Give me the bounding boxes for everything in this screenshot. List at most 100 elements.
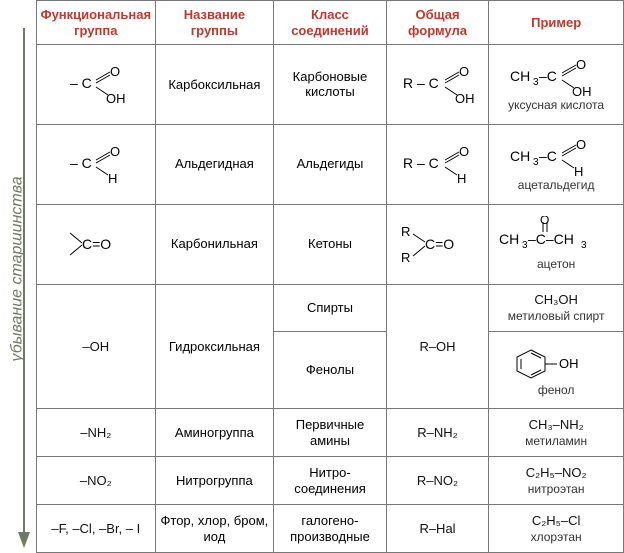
svg-text:H: H [457, 171, 466, 185]
svg-text:O: O [459, 144, 469, 159]
halogen-text: –F, –Cl, –Br, – I [51, 521, 140, 536]
example-label: нитроэтан [492, 482, 620, 496]
table-header-row: Функциональная группа Название группы Кл… [37, 1, 624, 45]
svg-text:O: O [576, 57, 586, 72]
chloroethane-formula: C₂H₅–Cl [532, 513, 581, 528]
nitro-text: –NO₂ [80, 473, 112, 488]
cell-func-group: C=O [37, 204, 156, 284]
table-row: –NH₂ Аминогруппа Первичные амины R–NH₂ C… [37, 409, 624, 457]
carboxyl-formula-icon: R – C O OH [401, 63, 475, 105]
header-functional-group: Функциональная группа [37, 1, 156, 45]
svg-text:C=O: C=O [82, 236, 111, 252]
cell-compound-class: Альдегиды [274, 124, 387, 204]
example-label: метиловый спирт [492, 309, 620, 323]
halogen-formula: R–Hal [419, 521, 455, 536]
cell-example: C₂H₅–NO₂ нитроэтан [489, 457, 624, 505]
svg-text:O: O [110, 144, 120, 159]
svg-text:O: O [540, 216, 549, 227]
svg-text:– C: – C [70, 155, 92, 171]
table-row: C=O Карбонильная Кетоны R R C=O CH 3 –C–C… [37, 204, 624, 284]
example-label: хлорэтан [492, 530, 620, 544]
cell-compound-class-a: Спирты [274, 284, 387, 332]
cell-compound-class-b: Фенолы [274, 332, 387, 409]
cell-group-name: Карбонильная [155, 204, 274, 284]
svg-text:O: O [110, 64, 120, 79]
svg-text:H: H [574, 164, 583, 177]
amino-formula: R–NH₂ [417, 425, 457, 440]
hydroxyl-text: –OH [82, 339, 109, 354]
svg-text:OH: OH [106, 91, 126, 105]
seniority-axis: убывание старшинства [0, 0, 36, 553]
header-compound-class: Класс соединений [274, 1, 387, 45]
table-row: –F, –Cl, –Br, – I Фтор, хлор, бром, иод … [37, 505, 624, 553]
svg-text:R: R [401, 224, 410, 239]
header-general-formula: Общая формула [386, 1, 489, 45]
side-label-text: убывание старшинства [9, 176, 27, 361]
svg-text:–C–CH: –C–CH [528, 231, 574, 247]
cell-compound-class: галогено-производные [274, 505, 387, 553]
cell-general-formula: R–NO₂ [386, 457, 489, 505]
cell-example: CH3 –C O OH уксусная кислота [489, 45, 624, 125]
svg-text:R – C: R – C [403, 75, 439, 91]
svg-text:– C: – C [70, 75, 92, 91]
example-label: уксусная кислота [492, 98, 620, 112]
phenol-icon: OH [511, 344, 601, 382]
methanol-formula: CH₃OH [534, 292, 578, 307]
cell-general-formula: R – C O H [386, 124, 489, 204]
cell-group-name: Гидроксильная [155, 284, 274, 409]
svg-text:H: H [108, 171, 117, 185]
svg-text:R – C: R – C [403, 155, 439, 171]
methylamine-formula: CH₃–NH₂ [529, 417, 584, 432]
cell-func-group: – C O H [37, 124, 156, 204]
cell-func-group: –F, –Cl, –Br, – I [37, 505, 156, 553]
cell-group-name: Карбоксильная [155, 45, 274, 125]
functional-groups-table-wrap: Функциональная группа Название группы Кл… [36, 0, 624, 553]
example-label: ацетон [492, 257, 620, 271]
cell-group-name: Нитрогруппа [155, 457, 274, 505]
table-row: –OH Гидроксильная Спирты R–OH CH₃OH мети… [37, 284, 624, 332]
header-example: Пример [489, 1, 624, 45]
cell-func-group: – C O OH [37, 45, 156, 125]
svg-text:OH: OH [572, 84, 592, 97]
svg-text:OH: OH [559, 356, 579, 371]
example-label: ацетальдегид [492, 178, 620, 192]
svg-text:C=O: C=O [425, 236, 454, 252]
cell-general-formula: R–OH [386, 284, 489, 409]
cell-compound-class: Кетоны [274, 204, 387, 284]
svg-text:O: O [459, 64, 469, 79]
cell-func-group: –NH₂ [37, 409, 156, 457]
svg-text:O: O [576, 137, 586, 152]
carbonyl-group-icon: C=O [64, 223, 128, 265]
nitroethane-formula: C₂H₅–NO₂ [526, 465, 587, 480]
cell-compound-class: Нитро-соединения [274, 457, 387, 505]
svg-text:3: 3 [581, 240, 587, 251]
svg-text:R: R [401, 250, 410, 265]
cell-example-a: CH₃OH метиловый спирт [489, 284, 624, 332]
functional-groups-table: Функциональная группа Название группы Кл… [36, 0, 624, 553]
cell-example: C₂H₅–Cl хлорэтан [489, 505, 624, 553]
aldehyde-formula-icon: R – C O H [401, 143, 475, 185]
svg-text:OH: OH [455, 91, 475, 105]
cell-group-name: Альдегидная [155, 124, 274, 204]
nitro-formula: R–NO₂ [417, 473, 458, 488]
cell-general-formula: R–NH₂ [386, 409, 489, 457]
acetaldehyde-icon: CH3 –C O H [506, 137, 606, 177]
aldehyde-group-icon: – C O H [66, 143, 126, 185]
cell-general-formula: R–Hal [386, 505, 489, 553]
cell-general-formula: R R C=O [386, 204, 489, 284]
cell-compound-class: Карбоновые кислоты [274, 45, 387, 125]
hydroxyl-formula: R–OH [419, 339, 455, 354]
cell-func-group: –OH [37, 284, 156, 409]
acetone-icon: CH3 –C–CH3 O [497, 216, 615, 256]
svg-text:–C: –C [539, 148, 557, 164]
example-label: метиламин [492, 434, 620, 448]
ketone-formula-icon: R R C=O [399, 222, 477, 266]
cell-example: CH3 –C O H ацетальдегид [489, 124, 624, 204]
svg-text:CH: CH [499, 231, 519, 247]
cell-group-name: Фтор, хлор, бром, иод [155, 505, 274, 553]
acetic-acid-icon: CH3 –C O OH [506, 57, 606, 97]
svg-text:–C: –C [539, 68, 557, 84]
cell-example: CH₃–NH₂ метиламин [489, 409, 624, 457]
svg-text:CH: CH [510, 148, 530, 164]
table-row: –NO₂ Нитрогруппа Нитро-соединения R–NO₂ … [37, 457, 624, 505]
